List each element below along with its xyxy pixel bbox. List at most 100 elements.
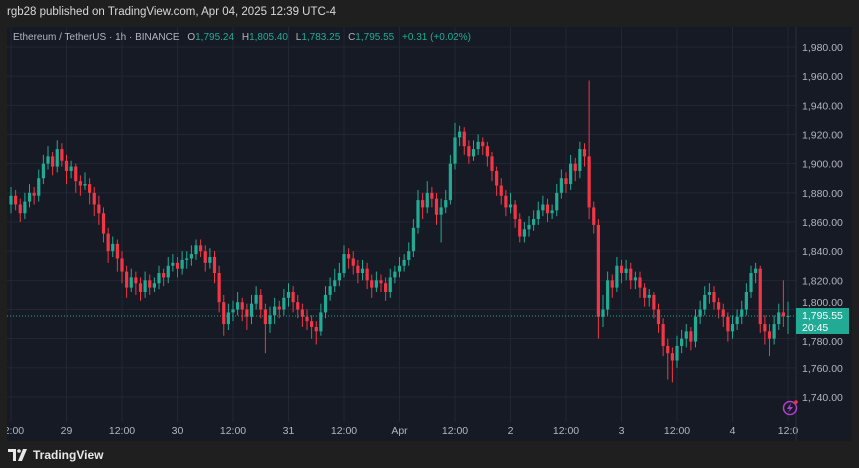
candle-body-up — [166, 265, 170, 278]
candle-body-up — [555, 192, 559, 211]
low-label: L — [295, 32, 302, 43]
candle-body-up — [360, 268, 365, 274]
candle-body-down — [32, 192, 36, 196]
candle-body-up — [615, 265, 619, 288]
candle-body-up — [254, 294, 258, 304]
chart-panel[interactable]: 1,740.00 1,760.00 1,780.00 1,800.00 1,820.00… — [7, 27, 852, 441]
candle-body-down — [462, 131, 466, 147]
candle-body-up — [684, 331, 688, 339]
candle-body-up — [55, 149, 59, 167]
candle-body-down — [652, 294, 656, 310]
candle-body-up — [532, 219, 536, 225]
candle-body-down — [356, 265, 360, 274]
candle-body-up — [189, 254, 193, 259]
candle-body-down — [781, 312, 785, 317]
candle-body-up — [735, 316, 739, 325]
candle-body-down — [51, 156, 55, 167]
candle-body-down — [305, 316, 309, 322]
candle-body-down — [134, 277, 138, 284]
candle-body-down — [758, 268, 762, 325]
lightning-alert-icon[interactable] — [782, 400, 798, 416]
candle-body-down — [610, 280, 614, 288]
candle-body-down — [351, 258, 355, 266]
candle-body-up — [111, 243, 115, 252]
candle-body-up — [693, 316, 698, 342]
candle-body-up — [601, 309, 605, 317]
candle-body-up — [476, 141, 480, 150]
candle-body-up — [273, 306, 277, 316]
time-axis-label: 12:00 — [7, 425, 24, 437]
time-axis-label: 30 — [172, 425, 184, 437]
candle-body-up — [749, 273, 753, 292]
time-axis-label: 12:00 — [442, 425, 468, 437]
candle-body-up — [772, 324, 776, 339]
candle-body-up — [83, 184, 87, 186]
candle-body-down — [365, 268, 369, 281]
candle-body-up — [286, 291, 291, 298]
candle-body-down — [97, 204, 101, 214]
time-axis-label: 2 — [508, 425, 514, 437]
candle-body-up — [129, 277, 133, 288]
candle-body-up — [471, 149, 476, 157]
time-axis-label: 29 — [61, 425, 73, 437]
candle-body-up — [374, 280, 378, 288]
candle-body-down — [101, 213, 106, 234]
symbol-title: Ethereum / TetherUS · 1h · BINANCE — [13, 32, 180, 43]
candle-body-down — [64, 160, 69, 171]
candle-body-down — [291, 291, 295, 303]
candle-body-up — [171, 262, 175, 266]
notification-dot-icon — [794, 400, 798, 404]
tradingview-brand[interactable]: TradingView — [8, 448, 103, 462]
candle-body-down — [643, 287, 647, 298]
candle-body-down — [564, 178, 568, 185]
candle-body-down — [379, 280, 383, 284]
candle-body-up — [541, 204, 545, 211]
candle-body-down — [485, 146, 489, 157]
candle-body-down — [162, 273, 166, 278]
candle-body-down — [74, 166, 78, 182]
open-label: O — [187, 32, 196, 43]
symbol-legend: Ethereum / TetherUS · 1h · BINANCE O1,79… — [13, 32, 471, 43]
candle-body-up — [508, 204, 513, 208]
candle-body-up — [342, 254, 346, 274]
open-value: 1,795.24 — [195, 32, 235, 43]
candle-body-down — [296, 302, 300, 310]
candle-body-up — [740, 309, 744, 317]
candle-body-down — [138, 283, 143, 292]
candle-body-up — [37, 178, 41, 196]
candle-body-down — [499, 185, 503, 196]
price-axis-label: 1,980.00 — [802, 42, 843, 54]
candle-body-down — [18, 204, 22, 214]
candle-body-down — [767, 331, 772, 339]
candle-body-down — [88, 184, 92, 193]
candle-body-down — [763, 324, 767, 332]
low-value: 1,783.25 — [301, 32, 341, 43]
last-price-badge — [796, 307, 849, 334]
candle-body-up — [550, 210, 554, 214]
price-axis-label: 1,900.00 — [802, 159, 843, 171]
candle-body-up — [624, 268, 628, 274]
candle-body-down — [712, 291, 716, 303]
candle-body-up — [569, 163, 573, 185]
candle-body-up — [208, 256, 212, 263]
candle-body-up — [647, 294, 651, 298]
candle-body-down — [347, 254, 351, 259]
candle-body-up — [143, 280, 147, 292]
candle-body-down — [726, 316, 730, 332]
candle-body-up — [559, 178, 563, 193]
candle-body-up — [633, 277, 637, 281]
candle-body-up — [730, 324, 735, 332]
candle-body-up — [754, 268, 758, 274]
candle-body-down — [92, 192, 96, 205]
candle-body-up — [388, 277, 392, 292]
candlestick-chart[interactable]: 1,740.00 1,760.00 1,780.00 1,800.00 1,820.00… — [7, 27, 852, 441]
time-axis-label: 12:00 — [553, 425, 579, 437]
time-axis-label: 31 — [283, 425, 295, 437]
price-axis-label: 1,780.00 — [802, 336, 843, 348]
candle-body-up — [536, 210, 540, 220]
candle-body-down — [120, 258, 124, 272]
high-value: 1,805.40 — [249, 32, 288, 43]
candle-body-down — [587, 156, 591, 208]
close-label: C — [348, 32, 356, 43]
time-axis-label: Apr — [391, 425, 408, 437]
